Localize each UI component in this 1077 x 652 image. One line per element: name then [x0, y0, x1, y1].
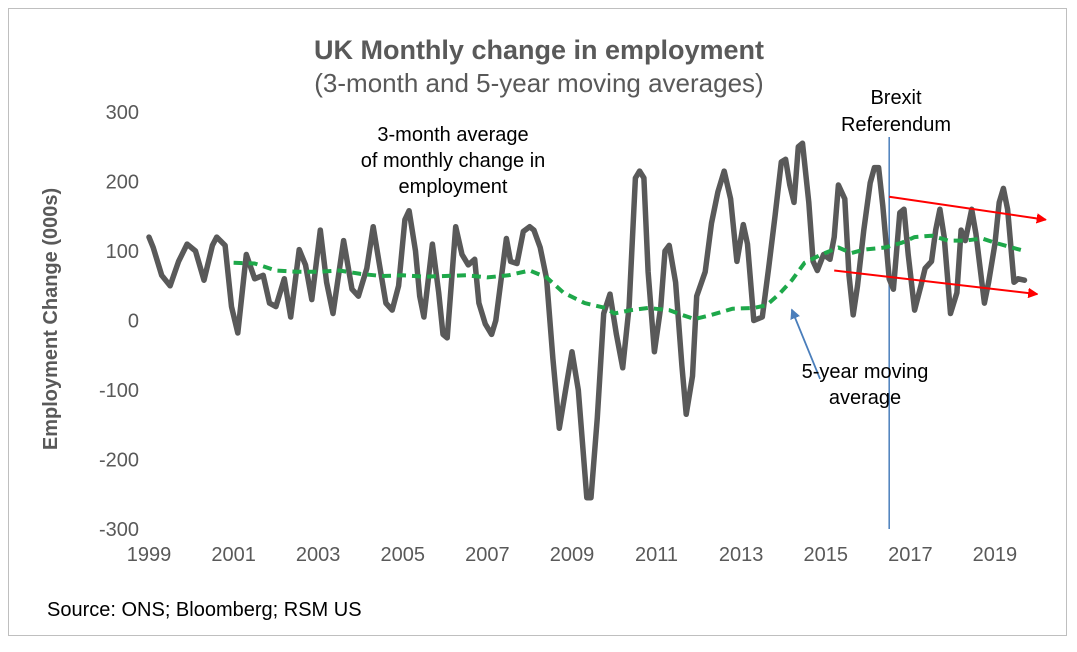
y-tick-label: 100 — [106, 241, 139, 263]
y-tick-label: 300 — [106, 102, 139, 124]
series-line-5-year-average — [233, 233, 1026, 322]
brexit-label-line2: Referendum — [841, 114, 951, 136]
y-tick-label: -200 — [99, 450, 139, 472]
chart-title: UK Monthly change in employment — [314, 35, 764, 65]
x-tick-label: 2013 — [719, 544, 764, 566]
series-line-3-month-average — [146, 140, 1028, 501]
series-lines — [146, 137, 1046, 529]
x-tick-label: 2003 — [296, 544, 341, 566]
x-tick-label: 2005 — [381, 544, 426, 566]
five-year-pointer-arrow — [792, 310, 821, 380]
y-axis-label: Employment Change (000s) — [40, 188, 62, 450]
trend-arrow-lower — [834, 269, 1037, 294]
y-tick-label: -100 — [99, 380, 139, 402]
x-tick-label: 2001 — [211, 544, 256, 566]
y-tick-label: -300 — [99, 519, 139, 541]
x-tick-labels: 1999 2001 2003 2005 2007 2009 2011 2013 2015 2017… — [127, 544, 1017, 566]
chart-frame: UK Monthly change in employment (3-month… — [8, 8, 1067, 636]
x-tick-label: 2011 — [635, 544, 678, 566]
x-tick-label: 2015 — [803, 544, 848, 566]
five-year-label-line2: average — [829, 387, 901, 409]
y-tick-label: 0 — [128, 311, 139, 333]
x-tick-label: 2017 — [888, 544, 933, 566]
x-tick-label: 1999 — [127, 544, 172, 566]
chart-svg: UK Monthly change in employment (3-month… — [40, 35, 1066, 566]
y-tick-labels: 300 200 100 0 -100 -200 -300 — [99, 102, 139, 541]
three-month-label-line2: of monthly change in — [361, 150, 546, 172]
five-year-label-line1: 5-year moving — [802, 361, 929, 383]
trend-arrow-upper — [889, 195, 1045, 220]
source-note: Source: ONS; Bloomberg; RSM US — [47, 599, 362, 621]
x-tick-label: 2007 — [465, 544, 510, 566]
x-tick-label: 2019 — [973, 544, 1018, 566]
three-month-label-line3: employment — [399, 176, 508, 198]
three-month-label-line1: 3-month average — [377, 124, 528, 146]
brexit-label-line1: Brexit — [870, 87, 922, 109]
annotations: 3-month average of monthly change in emp… — [361, 87, 951, 409]
chart-subtitle: (3-month and 5-year moving averages) — [314, 68, 763, 98]
y-tick-label: 200 — [106, 172, 139, 194]
x-tick-label: 2009 — [550, 544, 595, 566]
